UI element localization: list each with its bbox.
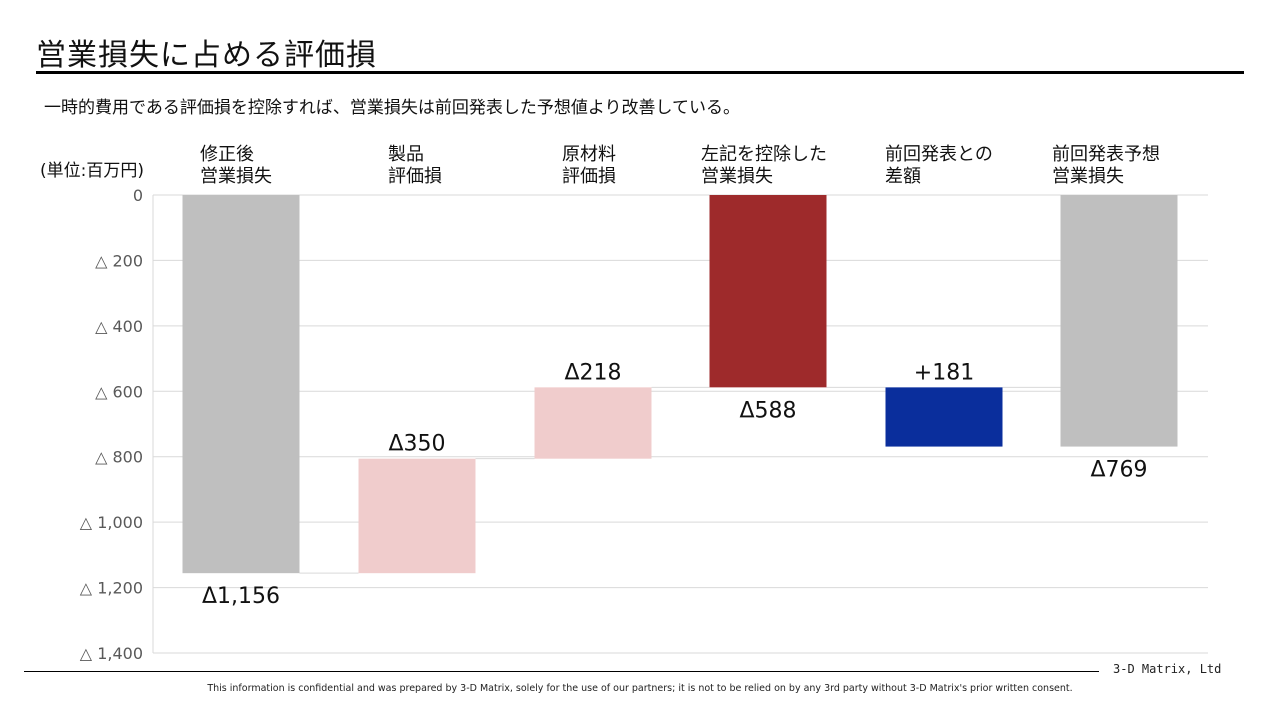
waterfall-bar xyxy=(534,387,652,459)
data-label: +181 xyxy=(914,360,974,385)
category-label-line: 前回発表との xyxy=(885,144,993,165)
category-label: 前回発表との 差額 xyxy=(885,144,993,188)
category-label: 原材料 評価損 xyxy=(562,144,616,188)
footer-divider xyxy=(24,671,1099,672)
y-tick-label: 0 xyxy=(133,186,143,205)
unit-label: (単位:百万円) xyxy=(40,161,144,181)
slide-subtitle: 一時的費用である評価損を控除すれば、営業損失は前回発表した予想値より改善している… xyxy=(44,98,740,118)
category-label: 修正後 営業損失 xyxy=(200,144,272,188)
category-label-line: 営業損失 xyxy=(701,166,773,187)
waterfall-bar xyxy=(358,458,476,574)
category-label-line: 原材料 xyxy=(562,144,616,165)
waterfall-bar xyxy=(885,387,1003,447)
category-label-line: 前回発表予想 xyxy=(1052,144,1160,165)
category-label-line: 評価損 xyxy=(388,166,442,187)
title-divider xyxy=(36,71,1244,74)
data-label: Δ769 xyxy=(1090,458,1147,483)
category-label: 前回発表予想 営業損失 xyxy=(1052,144,1160,188)
category-label: 製品 評価損 xyxy=(388,144,442,188)
y-tick-label: △ 400 xyxy=(95,317,143,336)
y-tick-label: △ 800 xyxy=(95,448,143,467)
category-label: 左記を控除した 営業損失 xyxy=(701,144,827,188)
confidentiality-disclaimer: This information is confidential and was… xyxy=(207,683,1073,694)
category-label-line: 製品 xyxy=(388,144,424,165)
category-label-line: 左記を控除した xyxy=(701,144,827,165)
waterfall-bar xyxy=(709,195,827,388)
y-tick-label: △ 1,200 xyxy=(80,579,143,598)
y-tick-label: △ 600 xyxy=(95,382,143,401)
slide-title: 営業損失に占める評価損 xyxy=(36,38,377,73)
data-label: Δ350 xyxy=(388,432,445,457)
data-label: Δ588 xyxy=(739,398,796,423)
waterfall-bar xyxy=(1060,195,1178,447)
data-label: Δ1,156 xyxy=(202,584,280,609)
category-label-line: 修正後 xyxy=(200,144,254,165)
company-name: 3-D Matrix, Ltd xyxy=(1113,662,1222,676)
y-tick-label: △ 1,000 xyxy=(80,513,143,532)
waterfall-bar xyxy=(182,195,300,574)
y-tick-label: △ 1,400 xyxy=(80,644,143,663)
data-label: Δ218 xyxy=(564,360,621,385)
y-tick-label: △ 200 xyxy=(95,251,143,270)
category-label-line: 営業損失 xyxy=(200,166,272,187)
category-label-line: 差額 xyxy=(885,166,921,187)
category-label-line: 営業損失 xyxy=(1052,166,1124,187)
category-label-line: 評価損 xyxy=(562,166,616,187)
